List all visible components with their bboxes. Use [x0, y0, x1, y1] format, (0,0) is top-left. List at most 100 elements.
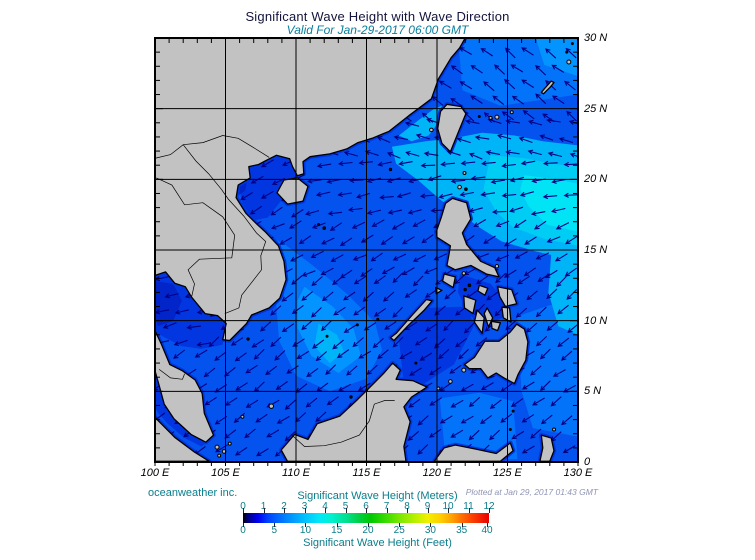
island [217, 453, 222, 458]
island [467, 283, 472, 288]
colorbar-tick-mark [243, 508, 244, 513]
island [325, 334, 329, 338]
colorbar-feet-tick-label: 25 [393, 525, 405, 536]
land-negros [473, 309, 485, 335]
y-axis-label: 5 N [584, 385, 602, 398]
y-axis-label: 0 [584, 456, 591, 468]
island [509, 110, 514, 115]
island [570, 42, 574, 46]
x-axis-label: 115 E [352, 467, 381, 479]
island [488, 115, 493, 120]
island [429, 127, 434, 133]
land-cebu [483, 307, 494, 328]
colorbar-tick-mark [489, 508, 490, 513]
colorbar-feet-tick-label: 5 [271, 525, 278, 536]
colorbar-meters-tick-label: 0 [240, 501, 246, 512]
wave-patch-east-china-sea-light [535, 38, 578, 77]
colorbar-meters-tick-label: 7 [383, 501, 390, 512]
island [349, 395, 353, 399]
wave-patch-scs-central-cyan [314, 323, 344, 364]
colorbar-tick-mark [367, 523, 369, 527]
colorbar-tick-mark [345, 508, 347, 513]
island [461, 271, 466, 276]
island [552, 427, 557, 432]
degree-ticks [154, 37, 579, 466]
oceanweather-credit: oceanweather inc. [148, 487, 238, 499]
wave-patch-scs-central-light [297, 286, 361, 373]
island [322, 226, 327, 230]
island [494, 114, 500, 120]
wave-patch-celebes-mid [439, 392, 518, 460]
island [508, 427, 512, 431]
colorbar-gradient [243, 513, 489, 523]
x-axis-label: 125 E [493, 467, 522, 479]
colorbar-meters-tick-label: 4 [322, 501, 328, 512]
wave-patch-gulf-of-tonkin [238, 158, 295, 221]
wave-map [154, 37, 579, 466]
colorbar-tick-mark [263, 508, 265, 513]
colorbar-feet-tick-label: 35 [456, 525, 468, 536]
land-sumatra [155, 416, 210, 462]
colorbar-tick-mark [304, 508, 306, 513]
colorbar-tick-mark [284, 508, 285, 513]
island [414, 361, 418, 365]
y-axis-label: 20 N [584, 173, 608, 186]
island [462, 170, 467, 175]
colorbar-tick-mark [461, 523, 463, 527]
country-border [290, 400, 395, 447]
island [448, 379, 453, 384]
island [463, 287, 467, 292]
colorbar-meters-tick-label: 5 [342, 501, 349, 512]
island [227, 441, 232, 446]
colorbar-feet-tick-label: 30 [424, 525, 436, 536]
colorbar-meters-tick-label: 2 [281, 501, 287, 512]
colorbar-tick-mark [399, 523, 401, 527]
colorbar-tick-mark [487, 523, 488, 527]
chart-title: Significant Wave Height with Wave Direct… [245, 9, 510, 24]
colorbar-feet-tick-label: 0 [240, 525, 246, 536]
colorbar-tick-mark [448, 508, 449, 513]
island [457, 184, 462, 190]
colorbar-feet-label: Significant Wave Height (Feet) [303, 537, 452, 549]
island [565, 50, 569, 54]
colorbar-meters-tick-label: 12 [483, 501, 495, 512]
wave-patch-sulu-sea [398, 306, 474, 385]
island [240, 414, 245, 419]
country-border [158, 369, 185, 380]
island [317, 223, 321, 227]
colorbar-tick-mark [366, 508, 367, 513]
colorbar-meters-tick-label: 1 [260, 501, 267, 512]
colorbar-meters-tick-label: 6 [363, 501, 369, 512]
country-border [182, 144, 267, 314]
island [355, 323, 359, 327]
island [268, 403, 275, 409]
y-axis-label: 15 N [584, 244, 608, 256]
colorbar-feet-tick-label: 10 [299, 525, 312, 536]
colorbar-meters-tick-label: 11 [463, 501, 474, 512]
island [388, 167, 393, 172]
land-borneo [280, 362, 428, 462]
island [246, 337, 250, 341]
colorbar-feet-tick-label: 40 [481, 525, 493, 536]
island [376, 317, 380, 321]
colorbar-tick-mark [274, 523, 276, 527]
x-axis-label: 105 E [211, 467, 240, 479]
colorbar-meters-tick-label: 3 [301, 501, 308, 512]
x-axis-label: 130 E [563, 467, 593, 479]
colorbar-tick-mark [325, 508, 326, 513]
map-graphics [155, 38, 578, 462]
colorbar-tick-mark [386, 508, 388, 513]
island [566, 59, 572, 65]
island [214, 444, 220, 450]
wave-patch-philippine-sea-cyan-tongue [548, 254, 578, 335]
wave-patch-pacific-cyan-bright [520, 175, 578, 232]
y-axis-label: 30 N [584, 32, 608, 44]
colorbar-tick-mark [430, 523, 432, 527]
y-axis-label: 10 N [584, 314, 608, 327]
colorbar-meters-tick-label: 10 [442, 501, 454, 512]
country-border [156, 177, 236, 297]
land-bohol [490, 320, 502, 332]
plotted-timestamp: Plotted at Jan 29, 2017 01:43 GMT [465, 487, 598, 497]
colorbar-tick-mark [468, 508, 470, 513]
